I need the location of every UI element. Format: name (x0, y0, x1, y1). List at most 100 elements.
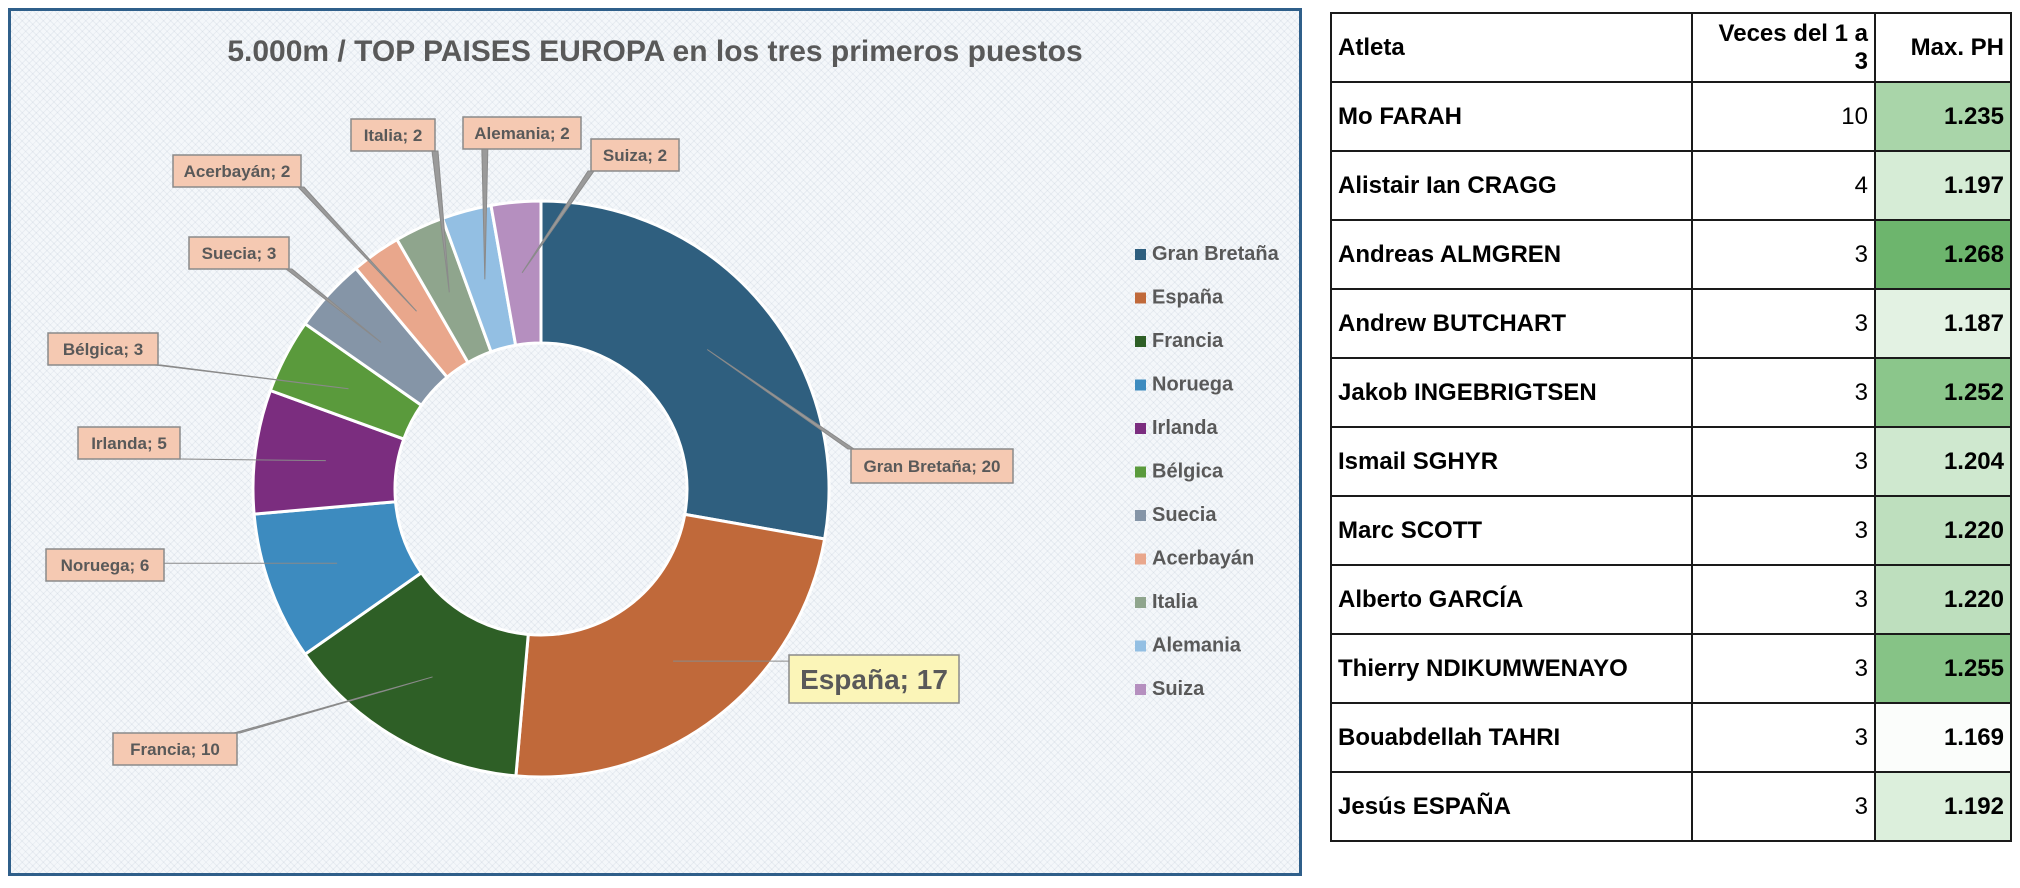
table-header-row: Atleta Veces del 1 a 3 Max. PH (1330, 12, 2012, 83)
data-label-box-7 (172, 154, 302, 188)
times-top3: 3 (1691, 495, 1876, 566)
legend-label: Alemania (1152, 635, 1242, 657)
max-ph: 1.169 (1874, 702, 2012, 773)
table-row: Andreas ALMGREN 3 1.268 (1330, 219, 2012, 290)
legend-swatch (1135, 379, 1146, 391)
athlete-name: Andreas ALMGREN (1330, 219, 1693, 290)
athlete-name: Jesús ESPAÑA (1330, 771, 1693, 842)
max-ph: 1.187 (1874, 288, 2012, 359)
chart-title: 5.000m / TOP PAISES EUROPA en los tres p… (227, 35, 1083, 68)
table-row: Ismail SGHYR 3 1.204 (1330, 426, 2012, 497)
slice-0 (539, 199, 831, 541)
chart-panel: 5.000m / TOP PAISES EUROPA en los tres p… (8, 8, 1302, 876)
table-row: Alistair Ian CRAGG 4 1.197 (1330, 150, 2012, 221)
legend-swatch (1135, 423, 1146, 434)
legend-label: Italia (1152, 591, 1198, 613)
table-row: Thierry NDIKUMWENAYO 3 1.255 (1330, 633, 2012, 704)
athlete-name: Andrew BUTCHART (1330, 288, 1693, 359)
max-ph: 1.252 (1874, 357, 2012, 428)
legend: Gran Bretaña España Francia Noruega Irlanda B… (1135, 243, 1280, 700)
legend-label: Suecia (1152, 504, 1217, 526)
legend-swatch (1135, 336, 1146, 347)
max-ph: 1.204 (1874, 426, 2012, 497)
max-ph: 1.255 (1874, 633, 2012, 704)
legend-swatch (1135, 597, 1146, 608)
max-ph: 1.220 (1874, 495, 2012, 566)
header-veces: Veces del 1 a 3 (1691, 12, 1876, 83)
slice-2 (302, 570, 530, 778)
data-label: Francia; 10 (130, 740, 220, 759)
table-row: Marc SCOTT 3 1.220 (1330, 495, 2012, 566)
legend-label: España (1152, 287, 1224, 309)
legend-label: Bélgica (1152, 461, 1224, 483)
max-ph: 1.220 (1874, 564, 2012, 635)
legend-label: Acerbayán (1152, 548, 1254, 570)
max-ph: 1.197 (1874, 150, 2012, 221)
athlete-name: Bouabdellah TAHRI (1330, 702, 1693, 773)
athlete-name: Marc SCOTT (1330, 495, 1693, 566)
legend-swatch (1135, 466, 1146, 478)
data-label-box-6 (188, 236, 290, 270)
legend-swatch (1135, 510, 1146, 521)
table-row: Jesús ESPAÑA 3 1.192 (1330, 771, 2012, 842)
table-row: Mo FARAH 10 1.235 (1330, 81, 2012, 152)
legend-label: Gran Bretaña (1152, 243, 1280, 265)
data-label: Italia; 2 (364, 126, 423, 145)
data-label: España; 17 (800, 664, 948, 695)
data-label: Irlanda; 5 (91, 434, 167, 453)
data-label-box-2 (112, 732, 238, 766)
table-row: Andrew BUTCHART 3 1.187 (1330, 288, 2012, 359)
data-label-box-1 (788, 654, 960, 704)
table-row: Bouabdellah TAHRI 3 1.169 (1330, 702, 2012, 773)
legend-swatch (1135, 553, 1146, 565)
max-ph: 1.268 (1874, 219, 2012, 290)
athlete-name: Alberto GARCÍA (1330, 564, 1693, 635)
times-top3: 3 (1691, 357, 1876, 428)
data-label-box-4 (77, 426, 181, 460)
legend-swatch (1135, 292, 1146, 304)
legend-swatch (1135, 249, 1146, 260)
table-row: Jakob INGEBRIGTSEN 3 1.252 (1330, 357, 2012, 428)
slices (251, 199, 831, 779)
data-label: Suiza; 2 (603, 146, 667, 165)
slice-10 (489, 199, 543, 347)
times-top3: 4 (1691, 150, 1876, 221)
times-top3: 3 (1691, 702, 1876, 773)
legend-label: Noruega (1152, 374, 1234, 396)
data-label: Noruega; 6 (61, 556, 150, 575)
data-label-box-10 (590, 138, 680, 172)
legend-label: Irlanda (1152, 417, 1218, 439)
data-label: Acerbayán; 2 (184, 162, 291, 181)
data-label-box-0 (850, 448, 1014, 484)
times-top3: 3 (1691, 633, 1876, 704)
legend-label: Suiza (1152, 678, 1205, 700)
data-labels: Gran Bretaña; 20 España; 17 Francia; 10 Nor… (45, 116, 1014, 766)
max-ph: 1.235 (1874, 81, 2012, 152)
athlete-name: Thierry NDIKUMWENAYO (1330, 633, 1693, 704)
athlete-name: Alistair Ian CRAGG (1330, 150, 1693, 221)
data-label-box-5 (47, 332, 159, 366)
table-row: Alberto GARCÍA 3 1.220 (1330, 564, 2012, 635)
times-top3: 3 (1691, 288, 1876, 359)
header-atleta: Atleta (1330, 12, 1693, 83)
athlete-table: Atleta Veces del 1 a 3 Max. PH Mo FARAH 1… (1330, 12, 2012, 842)
data-label: Alemania; 2 (474, 124, 569, 143)
times-top3: 3 (1691, 771, 1876, 842)
max-ph: 1.192 (1874, 771, 2012, 842)
data-label: Gran Bretaña; 20 (864, 457, 1001, 476)
header-max-ph: Max. PH (1874, 12, 2012, 83)
legend-label: Francia (1152, 330, 1224, 352)
athlete-name: Jakob INGEBRIGTSEN (1330, 357, 1693, 428)
data-label-box-8 (350, 118, 436, 152)
athlete-name: Ismail SGHYR (1330, 426, 1693, 497)
times-top3: 10 (1691, 81, 1876, 152)
slice-1 (514, 512, 827, 779)
times-top3: 3 (1691, 564, 1876, 635)
athlete-name: Mo FARAH (1330, 81, 1693, 152)
times-top3: 3 (1691, 219, 1876, 290)
data-label: Bélgica; 3 (63, 340, 143, 359)
donut-chart: Gran Bretaña; 20 España; 17 Francia; 10 Nor… (45, 116, 1280, 779)
legend-swatch (1135, 640, 1146, 652)
data-label: Suecia; 3 (202, 244, 277, 263)
times-top3: 3 (1691, 426, 1876, 497)
